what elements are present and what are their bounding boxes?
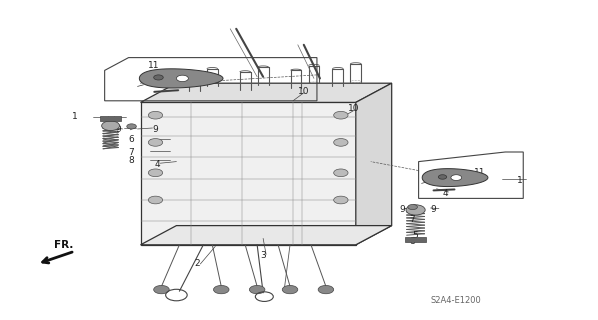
Circle shape <box>176 75 188 82</box>
Text: 9: 9 <box>399 205 405 214</box>
Text: 9: 9 <box>431 205 437 214</box>
Circle shape <box>282 285 298 294</box>
Text: 4: 4 <box>443 189 448 198</box>
Text: 6: 6 <box>129 135 135 144</box>
Bar <box>100 116 121 121</box>
Text: 1: 1 <box>517 176 523 185</box>
Polygon shape <box>141 226 392 245</box>
Circle shape <box>213 285 229 294</box>
Bar <box>164 93 188 98</box>
Bar <box>405 237 426 242</box>
Text: 8: 8 <box>129 156 135 165</box>
Text: 3: 3 <box>260 252 266 260</box>
Circle shape <box>154 285 169 294</box>
Text: 2: 2 <box>194 260 200 268</box>
Circle shape <box>154 75 163 80</box>
Circle shape <box>127 124 136 129</box>
Text: 1: 1 <box>72 112 78 121</box>
Text: 11: 11 <box>474 168 485 177</box>
Text: 10: 10 <box>298 87 309 96</box>
Text: 11: 11 <box>148 61 160 70</box>
Text: 4: 4 <box>154 160 160 169</box>
Circle shape <box>148 169 163 177</box>
Circle shape <box>148 111 163 119</box>
Circle shape <box>148 139 163 146</box>
Polygon shape <box>141 83 392 102</box>
Text: 10: 10 <box>348 104 359 113</box>
Polygon shape <box>141 102 356 245</box>
Circle shape <box>318 285 334 294</box>
Circle shape <box>451 175 462 180</box>
Text: FR.: FR. <box>54 240 73 250</box>
Circle shape <box>406 205 425 215</box>
Text: 9: 9 <box>115 125 121 134</box>
Circle shape <box>334 111 348 119</box>
Circle shape <box>102 121 120 131</box>
Polygon shape <box>139 69 223 88</box>
Polygon shape <box>356 83 392 245</box>
Bar <box>263 88 287 93</box>
Bar <box>314 85 338 90</box>
Circle shape <box>438 175 447 179</box>
Circle shape <box>408 204 417 210</box>
Polygon shape <box>422 169 488 187</box>
Circle shape <box>334 196 348 204</box>
Text: S2A4-E1200: S2A4-E1200 <box>431 296 481 305</box>
Text: 8: 8 <box>410 237 416 246</box>
Text: 5: 5 <box>413 231 419 240</box>
Circle shape <box>334 169 348 177</box>
Bar <box>215 90 239 94</box>
Circle shape <box>148 196 163 204</box>
Text: 7: 7 <box>410 215 416 224</box>
Circle shape <box>249 285 265 294</box>
Text: 9: 9 <box>152 125 158 134</box>
Text: 7: 7 <box>129 148 135 156</box>
Circle shape <box>334 139 348 146</box>
